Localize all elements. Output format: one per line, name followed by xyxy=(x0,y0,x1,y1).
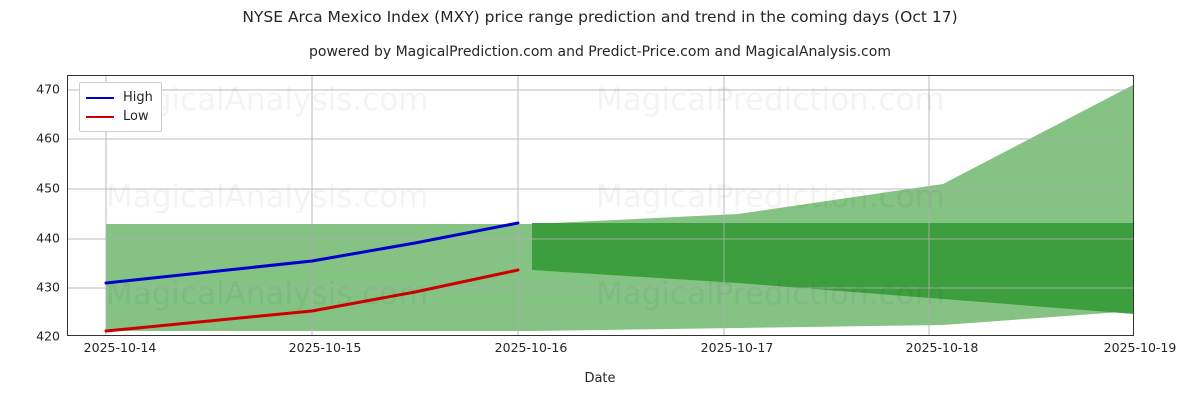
inner-range-band xyxy=(532,223,1133,314)
plot-area: MagicalAnalysis.com MagicalPrediction.co… xyxy=(67,75,1134,336)
legend-item-low[interactable]: Low xyxy=(86,107,153,126)
chart-title: NYSE Arca Mexico Index (MXY) price range… xyxy=(242,8,958,26)
y-tick-470: 470 xyxy=(36,81,60,97)
legend-label-high: High xyxy=(123,90,153,105)
grid-lines xyxy=(68,76,1133,335)
series-line-low xyxy=(104,268,520,333)
y-tick-440: 440 xyxy=(36,230,60,246)
x-tick-2025-10-15: 2025-10-15 xyxy=(288,340,362,355)
legend-item-high[interactable]: High xyxy=(86,88,153,107)
series-line-high xyxy=(104,221,520,285)
legend-swatch-low-icon xyxy=(86,115,114,118)
x-tick-2025-10-17: 2025-10-17 xyxy=(700,340,774,355)
y-tick-430: 430 xyxy=(36,279,60,295)
chart-subtitle: powered by MagicalPrediction.com and Pre… xyxy=(309,44,891,60)
y-tick-460: 460 xyxy=(36,130,60,146)
chart-legend: High Low xyxy=(79,82,162,132)
y-tick-420: 420 xyxy=(36,328,60,344)
legend-swatch-high-icon xyxy=(86,96,114,99)
x-tick-2025-10-18: 2025-10-18 xyxy=(905,340,979,355)
legend-label-low: Low xyxy=(123,109,149,124)
chart-canvas xyxy=(68,76,1133,335)
x-tick-2025-10-16: 2025-10-16 xyxy=(494,340,568,355)
x-tick-2025-10-19: 2025-10-19 xyxy=(1103,340,1177,355)
x-tick-2025-10-14: 2025-10-14 xyxy=(83,340,157,355)
x-axis-label: Date xyxy=(584,371,616,386)
y-tick-450: 450 xyxy=(36,180,60,196)
